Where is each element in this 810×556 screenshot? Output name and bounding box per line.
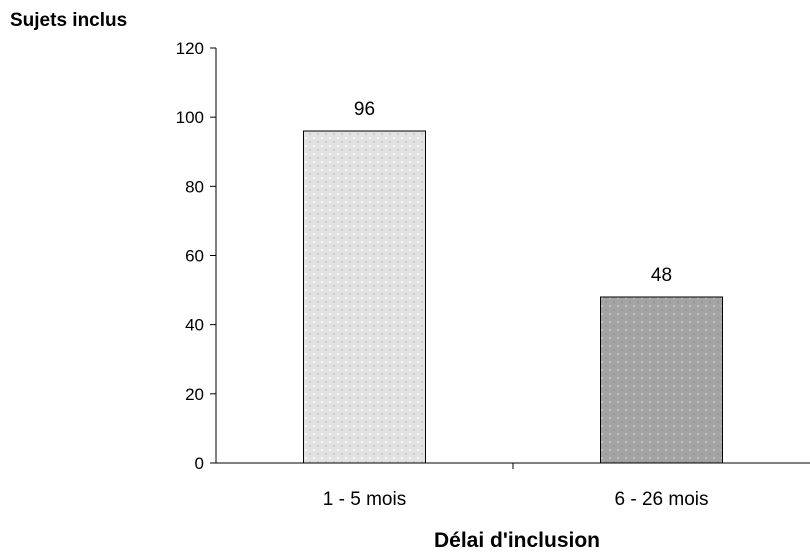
y-tick-label-100: 100	[176, 108, 204, 127]
y-tick-label-120: 120	[176, 39, 204, 58]
bar-2	[600, 296, 723, 464]
y-tick-label-20: 20	[185, 385, 204, 404]
y-axis-title: Sujets inclus	[10, 10, 127, 31]
y-tick-label-40: 40	[185, 316, 204, 335]
data-label-2: 48	[651, 265, 672, 286]
x-tick-label-1: 1 - 5 mois	[323, 489, 406, 510]
x-tick-label-2: 6 - 26 mois	[615, 489, 709, 510]
y-tick-label-60: 60	[185, 247, 204, 266]
plot-area: 0 20 40 60 80 100 120 96 1 - 5 mois 48 6 - 26 mois	[176, 39, 810, 510]
x-axis-title: Délai d'inclusion	[434, 529, 600, 552]
y-tick-label-80: 80	[185, 177, 204, 196]
data-label-1: 96	[354, 99, 375, 120]
bar-1	[303, 130, 426, 464]
y-tick-label-0: 0	[195, 454, 204, 473]
